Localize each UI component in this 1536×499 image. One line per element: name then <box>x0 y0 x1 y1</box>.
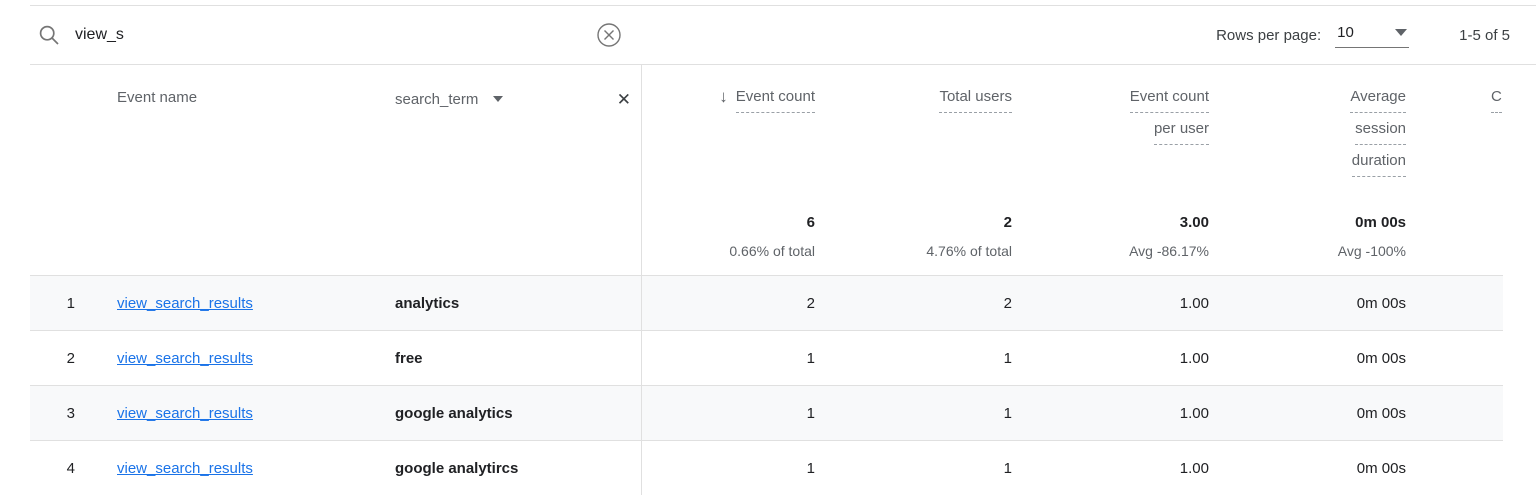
total-event-count: 6 <box>806 214 815 231</box>
row-index: 1 <box>66 294 75 312</box>
total-users-cell: 1 <box>1003 404 1012 422</box>
count-per-user-cell: 1.00 <box>1179 349 1209 367</box>
search-term-value: google analytics <box>395 404 513 422</box>
event-name-link[interactable]: view_search_results <box>117 349 253 367</box>
column-header-event-count-per-user[interactable]: Event count per user <box>1036 87 1233 183</box>
rows-per-page-label: Rows per page: <box>1216 26 1322 44</box>
count-per-user-cell: 1.00 <box>1179 459 1209 477</box>
table-header: Event name search_term ✕ ↓ Event count <box>30 65 1503 276</box>
row-index: 2 <box>66 349 75 367</box>
search-term-value: free <box>395 349 423 367</box>
column-header-total-users[interactable]: Total users <box>839 87 1036 183</box>
column-header-label[interactable]: Total users <box>939 87 1012 113</box>
event-count-cell: 1 <box>806 404 815 422</box>
avg-duration-cell: 0m 00s <box>1356 459 1406 477</box>
column-header-label[interactable]: duration <box>1351 151 1406 177</box>
table-row: 1 view_search_results analytics 2 2 1.00… <box>30 276 1503 331</box>
event-count-cell: 1 <box>806 349 815 367</box>
secondary-dimension-select[interactable]: search_term <box>395 90 479 108</box>
table-row: 2 view_search_results free 1 1 1.00 0m 0… <box>30 331 1503 386</box>
column-header-label[interactable]: C <box>1491 87 1502 113</box>
column-header-label[interactable]: Event count <box>1129 87 1209 113</box>
total-avg-duration: 0m 00s <box>1355 214 1406 231</box>
column-header-label[interactable]: Average <box>1350 87 1406 113</box>
chevron-down-icon <box>1395 29 1408 36</box>
events-table: Event name search_term ✕ ↓ Event count <box>30 65 1503 495</box>
search-term-value: google analytircs <box>395 459 519 477</box>
search-icon <box>39 25 59 45</box>
event-name-link[interactable]: view_search_results <box>117 459 253 477</box>
column-header-label[interactable]: per user <box>1153 119 1209 145</box>
pagination-range: 1-5 of 5 <box>1459 26 1510 44</box>
column-header-label[interactable]: session <box>1355 119 1406 145</box>
rows-per-page-value: 10 <box>1337 24 1354 41</box>
column-header-cut-off[interactable]: C <box>1430 87 1504 183</box>
total-users: 2 <box>1003 214 1012 231</box>
total-avg-duration-sub: Avg -100% <box>1337 243 1406 259</box>
avg-duration-cell: 0m 00s <box>1356 349 1406 367</box>
count-per-user-cell: 1.00 <box>1179 404 1209 422</box>
table-row: 3 view_search_results google analytics 1… <box>30 386 1503 441</box>
total-count-per-user: 3.00 <box>1179 214 1209 231</box>
column-header-average-session-duration[interactable]: Average session duration <box>1233 87 1430 183</box>
total-users-cell: 1 <box>1003 349 1012 367</box>
column-header-event-name[interactable]: Event name <box>117 89 198 106</box>
total-users-sub: 4.76% of total <box>926 243 1012 259</box>
event-name-link[interactable]: view_search_results <box>117 404 253 422</box>
total-users-cell: 1 <box>1003 459 1012 477</box>
row-index: 3 <box>66 404 75 422</box>
sort-descending-icon: ↓ <box>719 87 728 106</box>
event-name-link[interactable]: view_search_results <box>117 294 253 312</box>
count-per-user-cell: 1.00 <box>1179 294 1209 312</box>
remove-dimension-icon[interactable]: ✕ <box>616 89 631 109</box>
table-search-bar: Rows per page: 10 1-5 of 5 <box>30 5 1536 65</box>
event-count-cell: 1 <box>806 459 815 477</box>
dropdown-arrow-icon[interactable] <box>493 96 504 102</box>
clear-search-icon[interactable] <box>595 21 623 49</box>
total-users-cell: 2 <box>1003 294 1012 312</box>
table-row: 4 view_search_results google analytircs … <box>30 441 1503 495</box>
total-event-count-sub: 0.66% of total <box>729 243 815 259</box>
pagination-controls: Rows per page: 10 1-5 of 5 <box>1216 22 1536 48</box>
column-header-event-count[interactable]: ↓ Event count <box>642 87 839 183</box>
column-header-label[interactable]: Event count <box>735 87 815 113</box>
search-input[interactable] <box>75 26 505 44</box>
totals-row: 6 0.66% of total 2 4.76% of total 3.00 A… <box>642 214 1503 275</box>
row-index: 4 <box>66 459 75 477</box>
avg-duration-cell: 0m 00s <box>1356 294 1406 312</box>
rows-per-page-select[interactable]: 10 <box>1335 22 1410 48</box>
search-term-value: analytics <box>395 294 460 312</box>
total-count-per-user-sub: Avg -86.17% <box>1129 243 1209 259</box>
event-count-cell: 2 <box>806 294 815 312</box>
avg-duration-cell: 0m 00s <box>1356 404 1406 422</box>
